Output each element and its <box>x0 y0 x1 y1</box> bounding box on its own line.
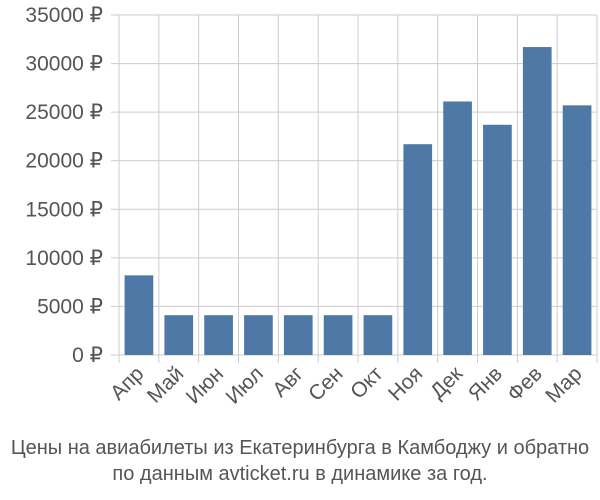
grid-layer <box>111 14 598 363</box>
bar-6 <box>363 315 393 355</box>
bar-layer <box>124 47 592 356</box>
bar-0 <box>124 275 154 355</box>
bar-5 <box>323 315 353 355</box>
x-tick-label: Фев <box>503 362 547 406</box>
y-tick-label: 0 ₽ <box>72 344 103 367</box>
y-tick-label: 25000 ₽ <box>25 101 103 124</box>
y-tick-label: 10000 ₽ <box>25 247 103 270</box>
x-tick-label: Мар <box>541 362 586 407</box>
x-tick-label: Июн <box>182 362 228 408</box>
x-tick-label: Июл <box>222 362 268 408</box>
chart-caption-line-2: по данным avticket.ru в динамике за год. <box>112 463 488 485</box>
x-tick-label: Май <box>143 362 188 407</box>
chart-caption-line-1: Цены на авиабилеты из Екатеринбурга в Ка… <box>10 437 590 459</box>
bar-3 <box>244 315 273 355</box>
bar-10 <box>522 47 552 356</box>
x-tick-label: Апр <box>106 362 148 404</box>
x-tick-label: Янв <box>464 362 507 405</box>
x-tick-label: Авг <box>268 362 308 402</box>
y-tick-label: 30000 ₽ <box>25 53 103 76</box>
x-tick-label: Дек <box>426 362 468 404</box>
y-tick-label: 20000 ₽ <box>25 150 103 173</box>
x-tick-label: Ноя <box>384 362 427 405</box>
bar-1 <box>164 315 194 355</box>
x-tick-label: Окт <box>346 362 388 404</box>
y-tick-label: 15000 ₽ <box>25 198 103 221</box>
y-axis-ticks: 0 ₽ 5000 ₽ 10000 ₽ 15000 ₽ 20000 ₽ 25000 ₽ 300… <box>25 4 103 367</box>
bar-11 <box>562 105 592 355</box>
bar-7 <box>403 144 433 355</box>
bar-9 <box>483 124 512 356</box>
y-tick-label: 35000 ₽ <box>25 4 103 27</box>
x-tick-label: Сен <box>304 362 347 405</box>
bar-4 <box>283 315 313 355</box>
y-tick-label: 5000 ₽ <box>37 295 103 318</box>
bar-2 <box>204 315 233 355</box>
bar-8 <box>443 101 472 355</box>
